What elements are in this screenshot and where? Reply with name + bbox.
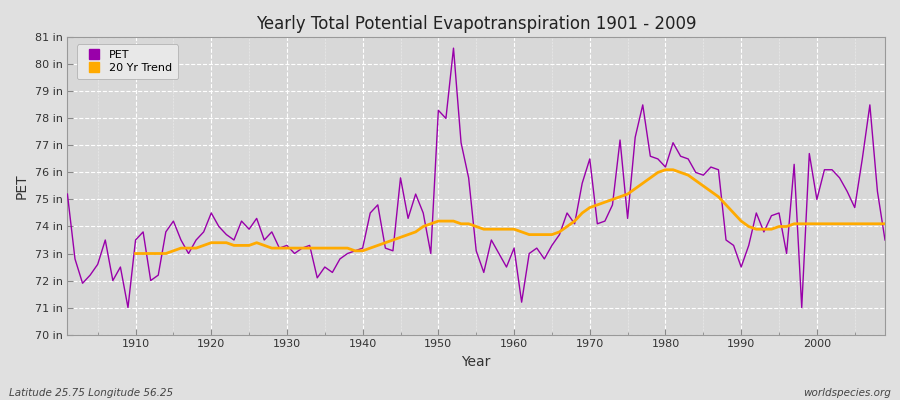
Text: worldspecies.org: worldspecies.org bbox=[803, 388, 891, 398]
X-axis label: Year: Year bbox=[462, 355, 490, 369]
Title: Yearly Total Potential Evapotranspiration 1901 - 2009: Yearly Total Potential Evapotranspiratio… bbox=[256, 15, 697, 33]
Text: Latitude 25.75 Longitude 56.25: Latitude 25.75 Longitude 56.25 bbox=[9, 388, 173, 398]
Y-axis label: PET: PET bbox=[15, 173, 29, 199]
Legend: PET, 20 Yr Trend: PET, 20 Yr Trend bbox=[77, 44, 178, 79]
